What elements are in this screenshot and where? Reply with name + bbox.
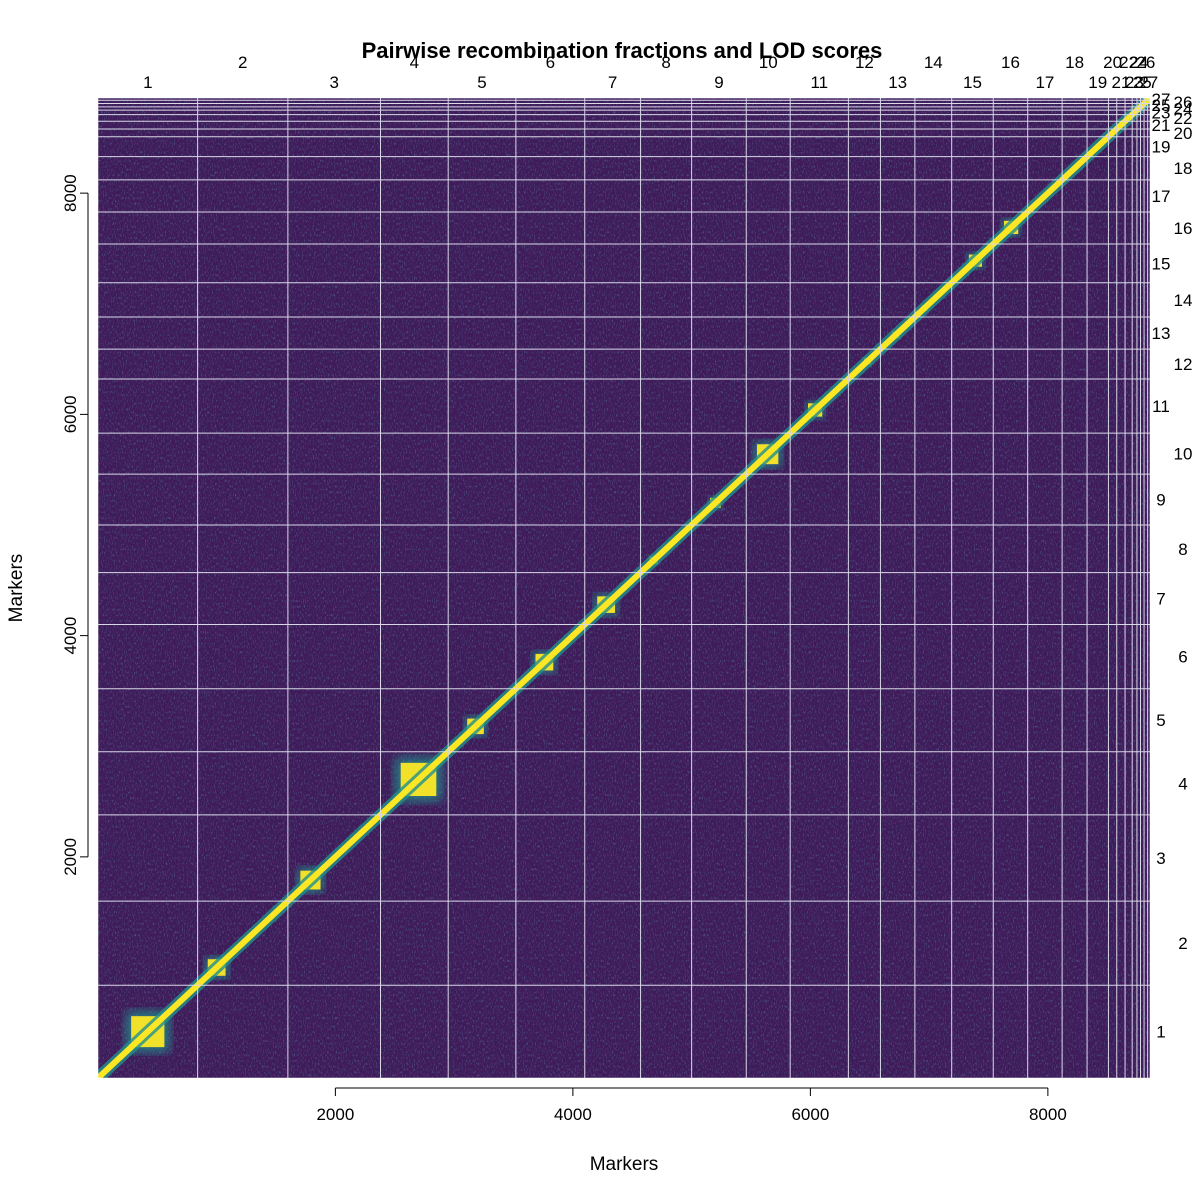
right-group-label-16: 16 <box>1174 219 1193 238</box>
y-axis: 2000 4000 6000 8000 <box>61 174 89 876</box>
top-group-label-10: 10 <box>759 53 778 72</box>
top-group-label-15: 15 <box>963 73 982 92</box>
x-axis: 2000 4000 6000 8000 <box>316 1087 1067 1124</box>
top-group-label-20: 20 <box>1103 53 1122 72</box>
top-group-label-17: 17 <box>1035 73 1054 92</box>
top-group-labels: 1234567891011121314151617181920212223242… <box>143 53 1158 92</box>
right-group-label-5: 5 <box>1156 711 1165 730</box>
top-group-label-25: 25 <box>1133 73 1152 92</box>
top-group-label-18: 18 <box>1065 53 1084 72</box>
top-group-label-12: 12 <box>855 53 874 72</box>
right-group-label-12: 12 <box>1174 355 1193 374</box>
top-group-label-21: 21 <box>1111 73 1130 92</box>
top-group-label-4: 4 <box>410 53 419 72</box>
y-tick-label-8000: 8000 <box>61 174 80 212</box>
x-tick-label-6000: 6000 <box>791 1105 829 1124</box>
y-tick-label-4000: 4000 <box>61 617 80 655</box>
right-group-label-14: 14 <box>1174 291 1193 310</box>
right-group-label-8: 8 <box>1178 540 1187 559</box>
top-group-label-13: 13 <box>888 73 907 92</box>
right-group-label-21: 21 <box>1152 116 1171 135</box>
top-group-label-23: 23 <box>1125 73 1144 92</box>
top-group-label-3: 3 <box>329 73 338 92</box>
x-tick-label-8000: 8000 <box>1029 1105 1067 1124</box>
group-gridlines <box>98 98 1150 1078</box>
top-group-label-8: 8 <box>661 53 670 72</box>
right-group-label-6: 6 <box>1178 648 1187 667</box>
x-tick-label-2000: 2000 <box>316 1105 354 1124</box>
right-group-label-22: 22 <box>1174 109 1193 128</box>
top-group-label-24: 24 <box>1129 53 1148 72</box>
diagonal-core <box>98 98 1150 1078</box>
right-group-label-9: 9 <box>1156 491 1165 510</box>
top-group-label-14: 14 <box>924 53 943 72</box>
right-group-label-18: 18 <box>1174 159 1193 178</box>
top-group-label-9: 9 <box>714 73 723 92</box>
right-group-label-20: 20 <box>1174 124 1193 143</box>
top-group-label-26: 26 <box>1136 53 1155 72</box>
top-group-label-22: 22 <box>1119 53 1138 72</box>
diagonal <box>98 98 1150 1078</box>
x-tick-label-4000: 4000 <box>554 1105 592 1124</box>
top-group-label-7: 7 <box>608 73 617 92</box>
top-group-label-11: 11 <box>810 73 828 92</box>
right-group-label-13: 13 <box>1152 324 1171 343</box>
top-group-label-19: 19 <box>1088 73 1107 92</box>
plot-frame <box>97 97 1151 1079</box>
right-group-label-10: 10 <box>1174 445 1193 464</box>
y-axis-label: Markers <box>6 554 27 623</box>
right-group-label-23: 23 <box>1152 103 1171 122</box>
right-group-label-2: 2 <box>1178 934 1187 953</box>
y-tick-label-6000: 6000 <box>61 395 80 433</box>
x-axis-label: Markers <box>590 1154 659 1175</box>
right-group-label-3: 3 <box>1156 849 1165 868</box>
top-group-label-2: 2 <box>238 53 247 72</box>
right-group-label-26: 26 <box>1174 93 1193 112</box>
top-group-label-1: 1 <box>143 73 152 92</box>
right-group-label-7: 7 <box>1156 590 1165 609</box>
right-group-label-17: 17 <box>1152 187 1171 206</box>
top-group-label-6: 6 <box>546 53 555 72</box>
right-group-label-19: 19 <box>1152 138 1171 157</box>
right-group-label-25: 25 <box>1152 96 1171 115</box>
y-tick-label-2000: 2000 <box>61 838 80 876</box>
right-group-label-27: 27 <box>1152 90 1171 109</box>
right-group-label-11: 11 <box>1152 397 1170 416</box>
top-group-label-27: 27 <box>1139 73 1158 92</box>
right-group-label-4: 4 <box>1178 774 1187 793</box>
right-group-label-1: 1 <box>1156 1023 1165 1042</box>
plot-area <box>98 98 1150 1078</box>
right-group-label-15: 15 <box>1152 254 1171 273</box>
top-group-label-16: 16 <box>1001 53 1020 72</box>
top-group-label-5: 5 <box>477 73 486 92</box>
right-group-label-24: 24 <box>1174 100 1193 119</box>
chart-title: Pairwise recombination fractions and LOD… <box>362 38 883 63</box>
